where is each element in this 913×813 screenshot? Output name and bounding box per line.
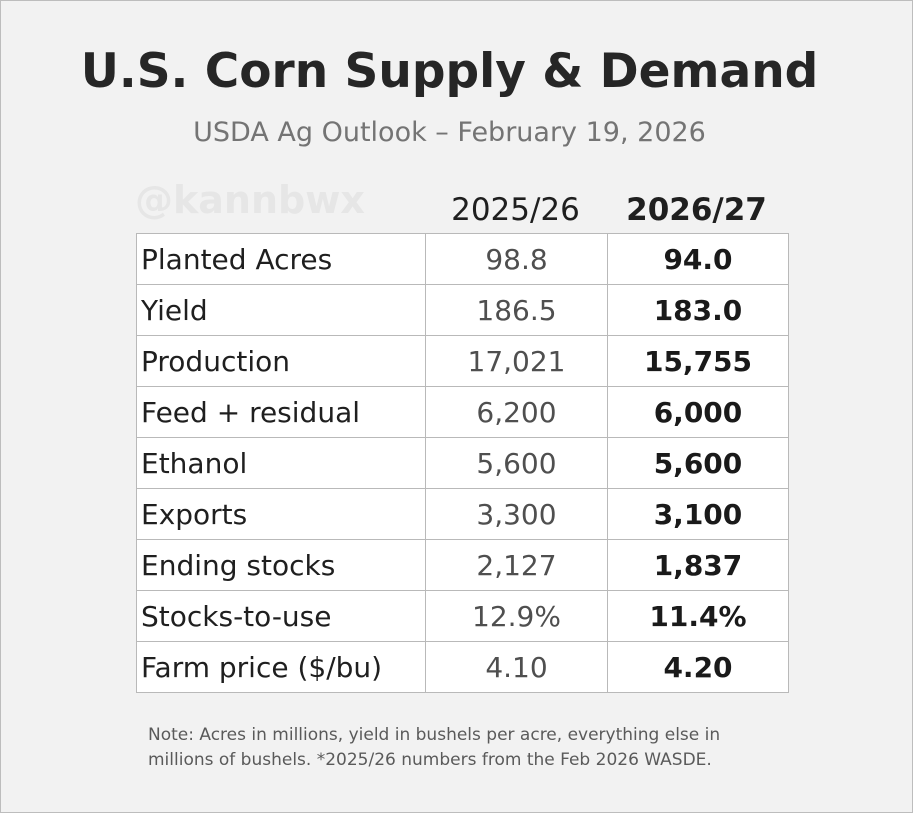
value-2025-26: 6,200 bbox=[425, 386, 608, 438]
table-row: Exports 3,300 3,100 bbox=[136, 488, 789, 540]
table-row: Stocks-to-use 12.9% 11.4% bbox=[136, 590, 789, 642]
footnote-line-2: millions of bushels. *2025/26 numbers fr… bbox=[148, 750, 712, 770]
value-2025-26: 2,127 bbox=[425, 539, 608, 591]
value-2026-27: 5,600 bbox=[607, 437, 789, 489]
row-label: Stocks-to-use bbox=[136, 590, 426, 642]
table-row: Feed + residual 6,200 6,000 bbox=[136, 386, 789, 438]
value-2025-26: 17,021 bbox=[425, 335, 608, 387]
value-2026-27: 1,837 bbox=[607, 539, 789, 591]
value-2026-27: 3,100 bbox=[607, 488, 789, 540]
table-row: Ethanol 5,600 5,600 bbox=[136, 437, 789, 489]
value-2025-26: 5,600 bbox=[425, 437, 608, 489]
value-2025-26: 4.10 bbox=[425, 641, 608, 693]
table-row: Yield 186.5 183.0 bbox=[136, 284, 789, 336]
row-label: Production bbox=[136, 335, 426, 387]
value-2026-27: 183.0 bbox=[607, 284, 789, 336]
table-row: Farm price ($/bu) 4.10 4.20 bbox=[136, 641, 789, 693]
column-header-2026-27: 2026/27 bbox=[626, 192, 767, 228]
footnote-line-1: Note: Acres in millions, yield in bushel… bbox=[148, 725, 721, 745]
value-2025-26: 12.9% bbox=[425, 590, 608, 642]
watermark: @kannbwx bbox=[135, 178, 365, 222]
table-row: Planted Acres 98.8 94.0 bbox=[136, 233, 789, 285]
row-label: Feed + residual bbox=[136, 386, 426, 438]
row-label: Planted Acres bbox=[136, 233, 426, 285]
row-label: Farm price ($/bu) bbox=[136, 641, 426, 693]
value-2026-27: 94.0 bbox=[607, 233, 789, 285]
row-label: Ending stocks bbox=[136, 539, 426, 591]
column-header-2025-26: 2025/26 bbox=[451, 192, 580, 228]
table-row: Ending stocks 2,127 1,837 bbox=[136, 539, 789, 591]
row-label: Ethanol bbox=[136, 437, 426, 489]
value-2026-27: 6,000 bbox=[607, 386, 789, 438]
value-2026-27: 4.20 bbox=[607, 641, 789, 693]
row-label: Yield bbox=[136, 284, 426, 336]
value-2026-27: 11.4% bbox=[607, 590, 789, 642]
row-label: Exports bbox=[136, 488, 426, 540]
value-2025-26: 3,300 bbox=[425, 488, 608, 540]
table-row: Production 17,021 15,755 bbox=[136, 335, 789, 387]
supply-demand-table: Planted Acres 98.8 94.0 Yield 186.5 183.… bbox=[136, 233, 789, 693]
footnote: Note: Acres in millions, yield in bushel… bbox=[148, 723, 808, 773]
page-subtitle: USDA Ag Outlook – February 19, 2026 bbox=[193, 117, 706, 148]
value-2025-26: 98.8 bbox=[425, 233, 608, 285]
value-2026-27: 15,755 bbox=[607, 335, 789, 387]
page-title: U.S. Corn Supply & Demand bbox=[80, 44, 819, 99]
value-2025-26: 186.5 bbox=[425, 284, 608, 336]
